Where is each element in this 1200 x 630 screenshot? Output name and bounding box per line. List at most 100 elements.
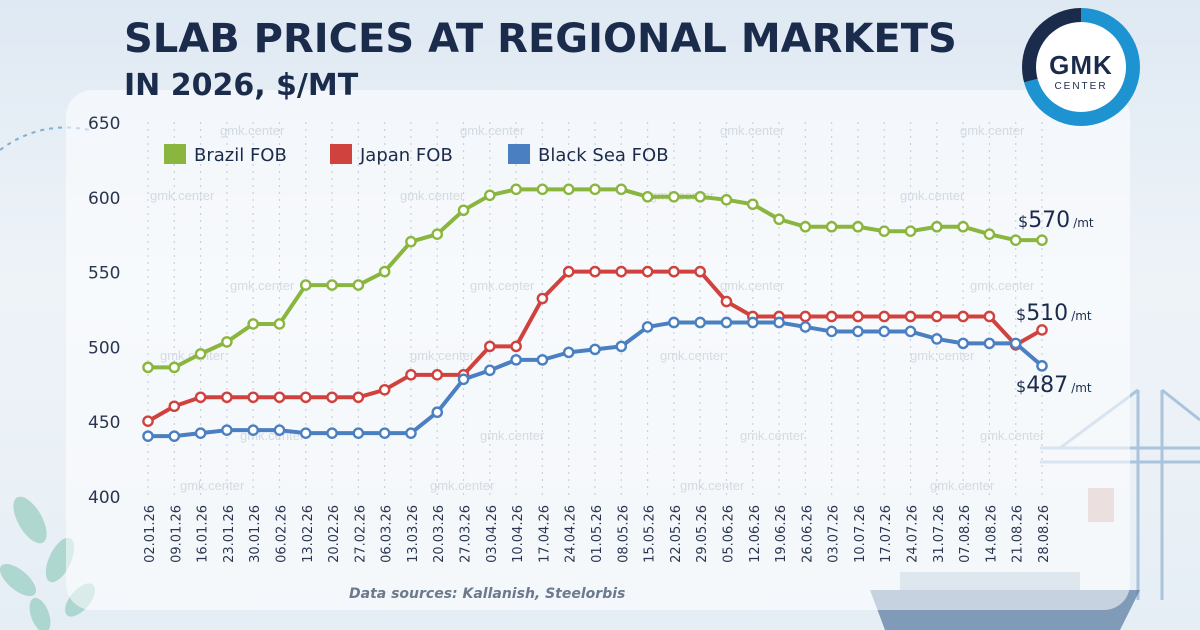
- x-tick-label: 15.05.26: [643, 505, 658, 563]
- data-point: [247, 318, 259, 330]
- data-point: [326, 427, 338, 439]
- x-tick-label: 05.06.26: [721, 505, 736, 563]
- x-tick-label: 13.03.26: [406, 505, 421, 563]
- watermark-text: gmk.center: [680, 478, 745, 493]
- data-point: [720, 316, 733, 329]
- data-point: [536, 292, 549, 305]
- data-point: [1036, 234, 1048, 246]
- data-point: [536, 354, 549, 366]
- watermark-text: gmk.center: [180, 478, 245, 493]
- data-point: [641, 321, 654, 333]
- data-point: [957, 337, 969, 350]
- watermark-text: gmk.center: [980, 428, 1045, 443]
- data-point: [457, 373, 470, 386]
- x-tick-label: 24.04.26: [564, 505, 579, 563]
- data-point: [720, 193, 733, 206]
- watermark-text: gmk.center: [470, 278, 535, 293]
- data-point: [562, 346, 575, 359]
- data-point: [431, 406, 444, 419]
- y-tick-label: 450: [88, 413, 120, 433]
- data-point: [852, 220, 864, 233]
- data-point: [852, 310, 864, 323]
- y-tick-label: 500: [88, 338, 120, 358]
- data-point: [378, 265, 391, 278]
- data-point: [983, 337, 996, 350]
- data-point: [273, 391, 286, 404]
- data-point: [720, 295, 733, 308]
- watermark-text: gmk.center: [410, 348, 475, 363]
- data-point: [615, 265, 628, 278]
- data-point: [510, 183, 522, 196]
- data-point: [641, 265, 654, 278]
- data-point: [326, 391, 338, 404]
- x-tick-label: 06.03.26: [380, 505, 395, 563]
- data-point: [825, 325, 838, 338]
- x-tick-label: 19.06.26: [774, 505, 789, 563]
- legend-label: Japan FOB: [359, 145, 453, 166]
- data-point: [931, 310, 943, 323]
- data-point: [589, 265, 601, 278]
- data-point: [194, 348, 207, 360]
- data-point: [299, 427, 312, 439]
- data-point: [299, 279, 312, 291]
- data-point: [221, 391, 233, 404]
- data-point: [878, 225, 891, 238]
- data-point: [273, 318, 286, 330]
- watermark-text: gmk.center: [150, 188, 215, 203]
- data-point: [562, 183, 575, 196]
- data-point: [247, 424, 259, 436]
- watermark-text: gmk.center: [930, 478, 995, 493]
- data-point: [484, 364, 496, 377]
- data-point: [378, 383, 391, 396]
- data-point: [668, 265, 680, 278]
- data-point: [931, 220, 943, 233]
- data-point: [352, 427, 365, 439]
- legend-swatch: [330, 144, 352, 164]
- data-point: [299, 391, 312, 404]
- watermark-text: gmk.center: [430, 478, 495, 493]
- gmk-center-logo: GMK CENTER: [1022, 8, 1140, 126]
- x-tick-label: 17.04.26: [537, 505, 552, 563]
- x-tick-label: 16.01.26: [196, 505, 211, 563]
- y-tick-label: 400: [88, 488, 120, 508]
- data-point: [326, 279, 338, 291]
- legend-swatch: [508, 144, 530, 164]
- x-tick-label: 20.02.26: [327, 505, 342, 563]
- x-tick-label: 24.07.26: [906, 505, 921, 563]
- data-point: [878, 310, 891, 323]
- logo-wordmark: GMK: [1049, 50, 1113, 80]
- x-tick-label: 02.01.26: [143, 505, 158, 563]
- data-point: [746, 198, 759, 211]
- data-point: [457, 204, 470, 217]
- data-point: [431, 369, 444, 381]
- data-point: [957, 310, 969, 323]
- x-tick-label: 28.08.26: [1037, 505, 1052, 563]
- data-point: [273, 424, 286, 436]
- legend-swatch: [164, 144, 186, 164]
- data-point: [405, 235, 417, 248]
- data-point: [562, 265, 575, 278]
- x-tick-label: 06.02.26: [274, 505, 289, 563]
- data-point: [1036, 360, 1048, 372]
- end-value-label: $487/mt: [1016, 373, 1092, 398]
- data-point: [142, 361, 154, 374]
- watermark-text: gmk.center: [400, 188, 465, 203]
- data-point: [668, 316, 680, 329]
- watermark-text: gmk.center: [230, 278, 295, 293]
- data-point: [825, 220, 838, 233]
- data-point: [799, 310, 812, 323]
- watermark-text: gmk.center: [480, 428, 545, 443]
- x-tick-label: 13.02.26: [301, 505, 316, 563]
- watermark-text: gmk.center: [740, 428, 805, 443]
- legend-label: Black Sea FOB: [538, 145, 669, 166]
- y-tick-label: 550: [88, 264, 120, 284]
- data-point: [194, 427, 207, 439]
- x-tick-label: 30.01.26: [248, 505, 263, 563]
- x-tick-label: 10.07.26: [853, 505, 868, 563]
- data-point: [983, 310, 996, 323]
- data-point: [352, 279, 365, 291]
- data-point: [536, 183, 549, 196]
- data-point: [352, 391, 365, 404]
- data-point: [694, 316, 706, 329]
- data-point: [431, 228, 444, 240]
